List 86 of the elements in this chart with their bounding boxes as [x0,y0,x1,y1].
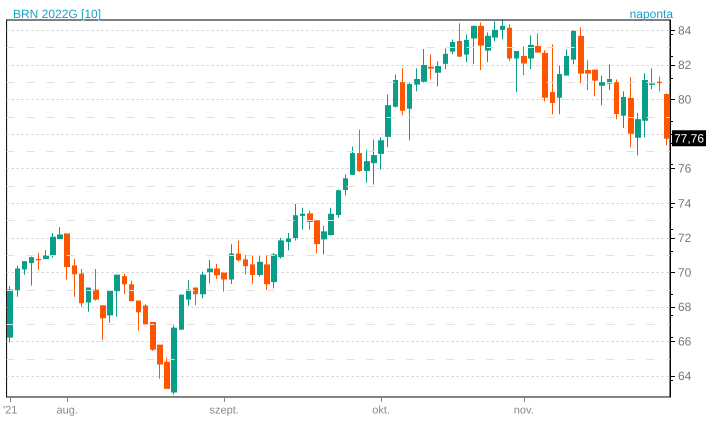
candlestick [428,54,434,80]
candlestick [86,288,91,312]
candlestick [471,24,477,65]
candlestick [143,304,148,324]
candlestick [607,64,612,91]
candlestick [264,254,270,290]
candlestick [550,44,555,115]
candlestick [193,288,198,306]
candlestick [350,146,355,175]
candlestick [393,74,398,108]
y-tick-label: 68 [678,300,692,314]
candlestick [79,268,84,308]
chart-title: BRN 2022G [10] [13,7,102,21]
x-tick-label: aug. [56,404,78,416]
candlestick [136,300,141,332]
candlestick [571,30,576,65]
candlestick [129,280,134,302]
candlestick [171,324,177,396]
candlestick [343,174,348,196]
candlestick [500,20,505,40]
x-tick-label: '21 [2,404,18,416]
y-tick-label: 70 [678,265,692,280]
x-tick-label: nov. [514,404,534,416]
candlestick [407,82,412,141]
candlestick [300,207,305,230]
candlestick [621,90,626,128]
y-tick-label: 84 [678,23,692,38]
candlestick [100,304,106,340]
candlestick [535,32,541,53]
candlestick [564,48,569,76]
candlestick [435,60,441,87]
candlestick [122,274,127,295]
candlestick [628,76,634,148]
candlestick [614,78,619,120]
candlestick [179,294,184,330]
candlestick [243,254,248,276]
candlestick [107,290,113,324]
chart-subtitle: naponta [630,7,674,21]
x-tick-label: okt. [372,404,390,416]
candlestick [15,265,20,298]
candlestick [22,261,27,276]
candlestick [521,46,527,76]
candlestick [186,280,191,306]
candlestick [464,34,469,63]
candlestick [29,256,34,286]
candlestick [7,285,13,344]
candlestick [385,94,391,148]
candlestick [450,38,455,55]
y-tick-label: 72 [678,230,692,245]
y-tick-label: 74 [678,196,692,210]
candlestick [599,75,605,106]
annotation: 77,76 [674,131,704,146]
candlestick [514,50,519,93]
candlestick [114,274,120,318]
candlestick [72,258,77,298]
candlestick [542,50,548,102]
candlestick [207,260,213,284]
candlestick [286,232,291,252]
y-tick-label: 76 [678,162,692,176]
candlestick [528,34,534,70]
candlestick [236,240,241,262]
x-tick-label: szept. [209,404,239,416]
candlestick [93,268,99,302]
candlestick [64,233,70,280]
y-tick-label: 66 [678,334,692,349]
candlestick [36,252,41,270]
y-tick-label: 80 [678,92,692,107]
candlestick [657,76,662,92]
candlestick [457,22,462,58]
candlestick [664,93,669,146]
candlestick [200,271,206,299]
candlestick [43,250,49,260]
candlestick [257,255,263,278]
candlestick [507,24,512,62]
candlestick [293,203,298,241]
candlestick [250,255,255,284]
candlestick [357,129,362,173]
y-tick-label: 82 [678,58,692,72]
candlestick [336,188,341,218]
candlestick [229,244,234,285]
y-tick-label: 64 [678,369,692,384]
candlestick [400,68,405,116]
candlestick [378,136,384,170]
candlestick [443,48,448,70]
candlestick [478,22,484,71]
candlestick [557,64,562,115]
